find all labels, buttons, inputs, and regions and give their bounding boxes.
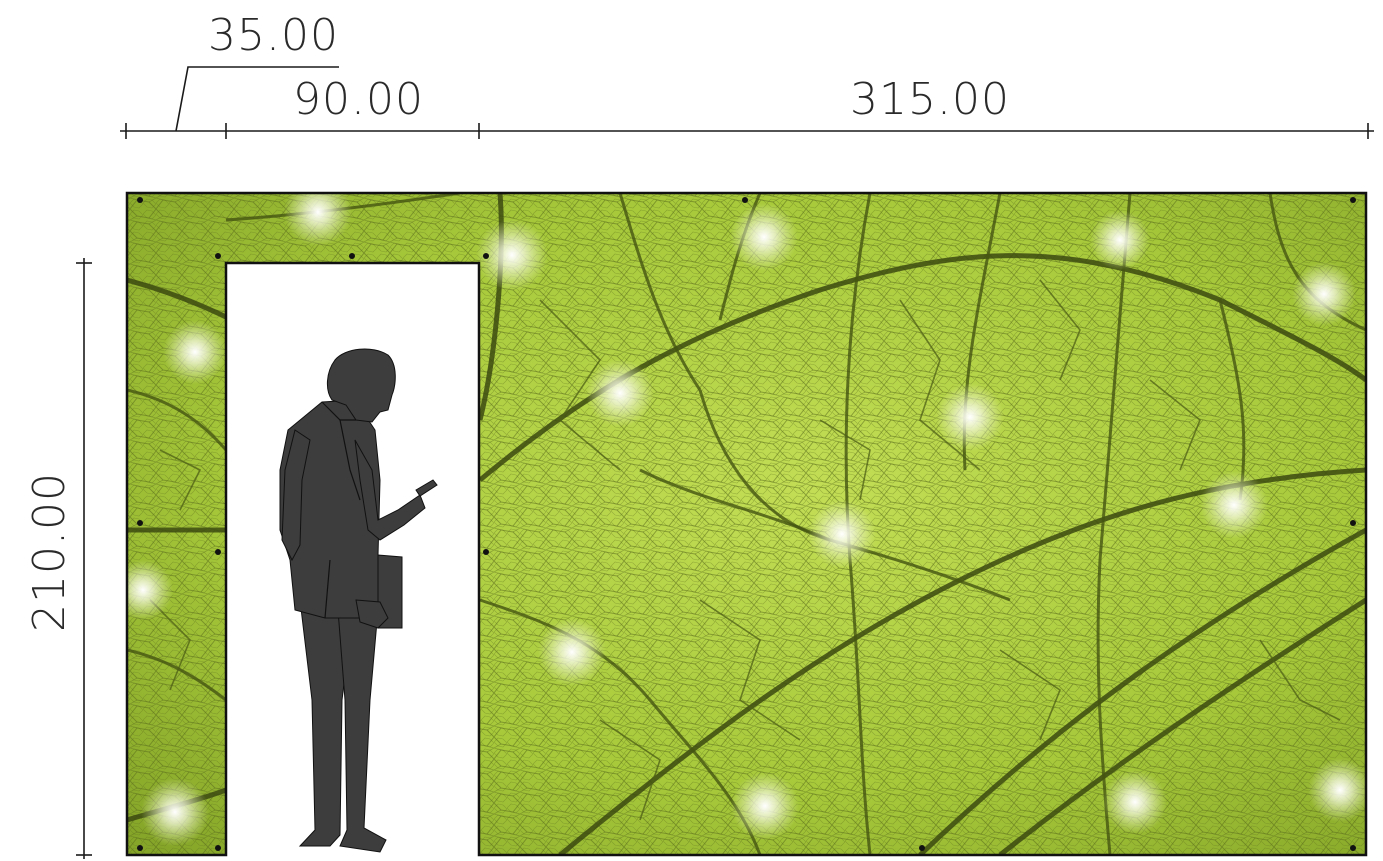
vertical-dimension-line	[76, 258, 92, 859]
person-silhouette	[279, 348, 438, 853]
door-width-label: 90.00	[293, 74, 424, 125]
height-label: 210.00	[24, 472, 75, 632]
return-width-label: 35.00	[208, 10, 339, 61]
fixing-bolts	[137, 197, 1356, 851]
light-spots	[127, 193, 1366, 846]
panel-outline	[125, 191, 1368, 857]
horizontal-dimension-line	[120, 66, 1374, 139]
wall-width-label: 315.00	[850, 74, 1010, 125]
return-width-leader	[175, 66, 339, 132]
